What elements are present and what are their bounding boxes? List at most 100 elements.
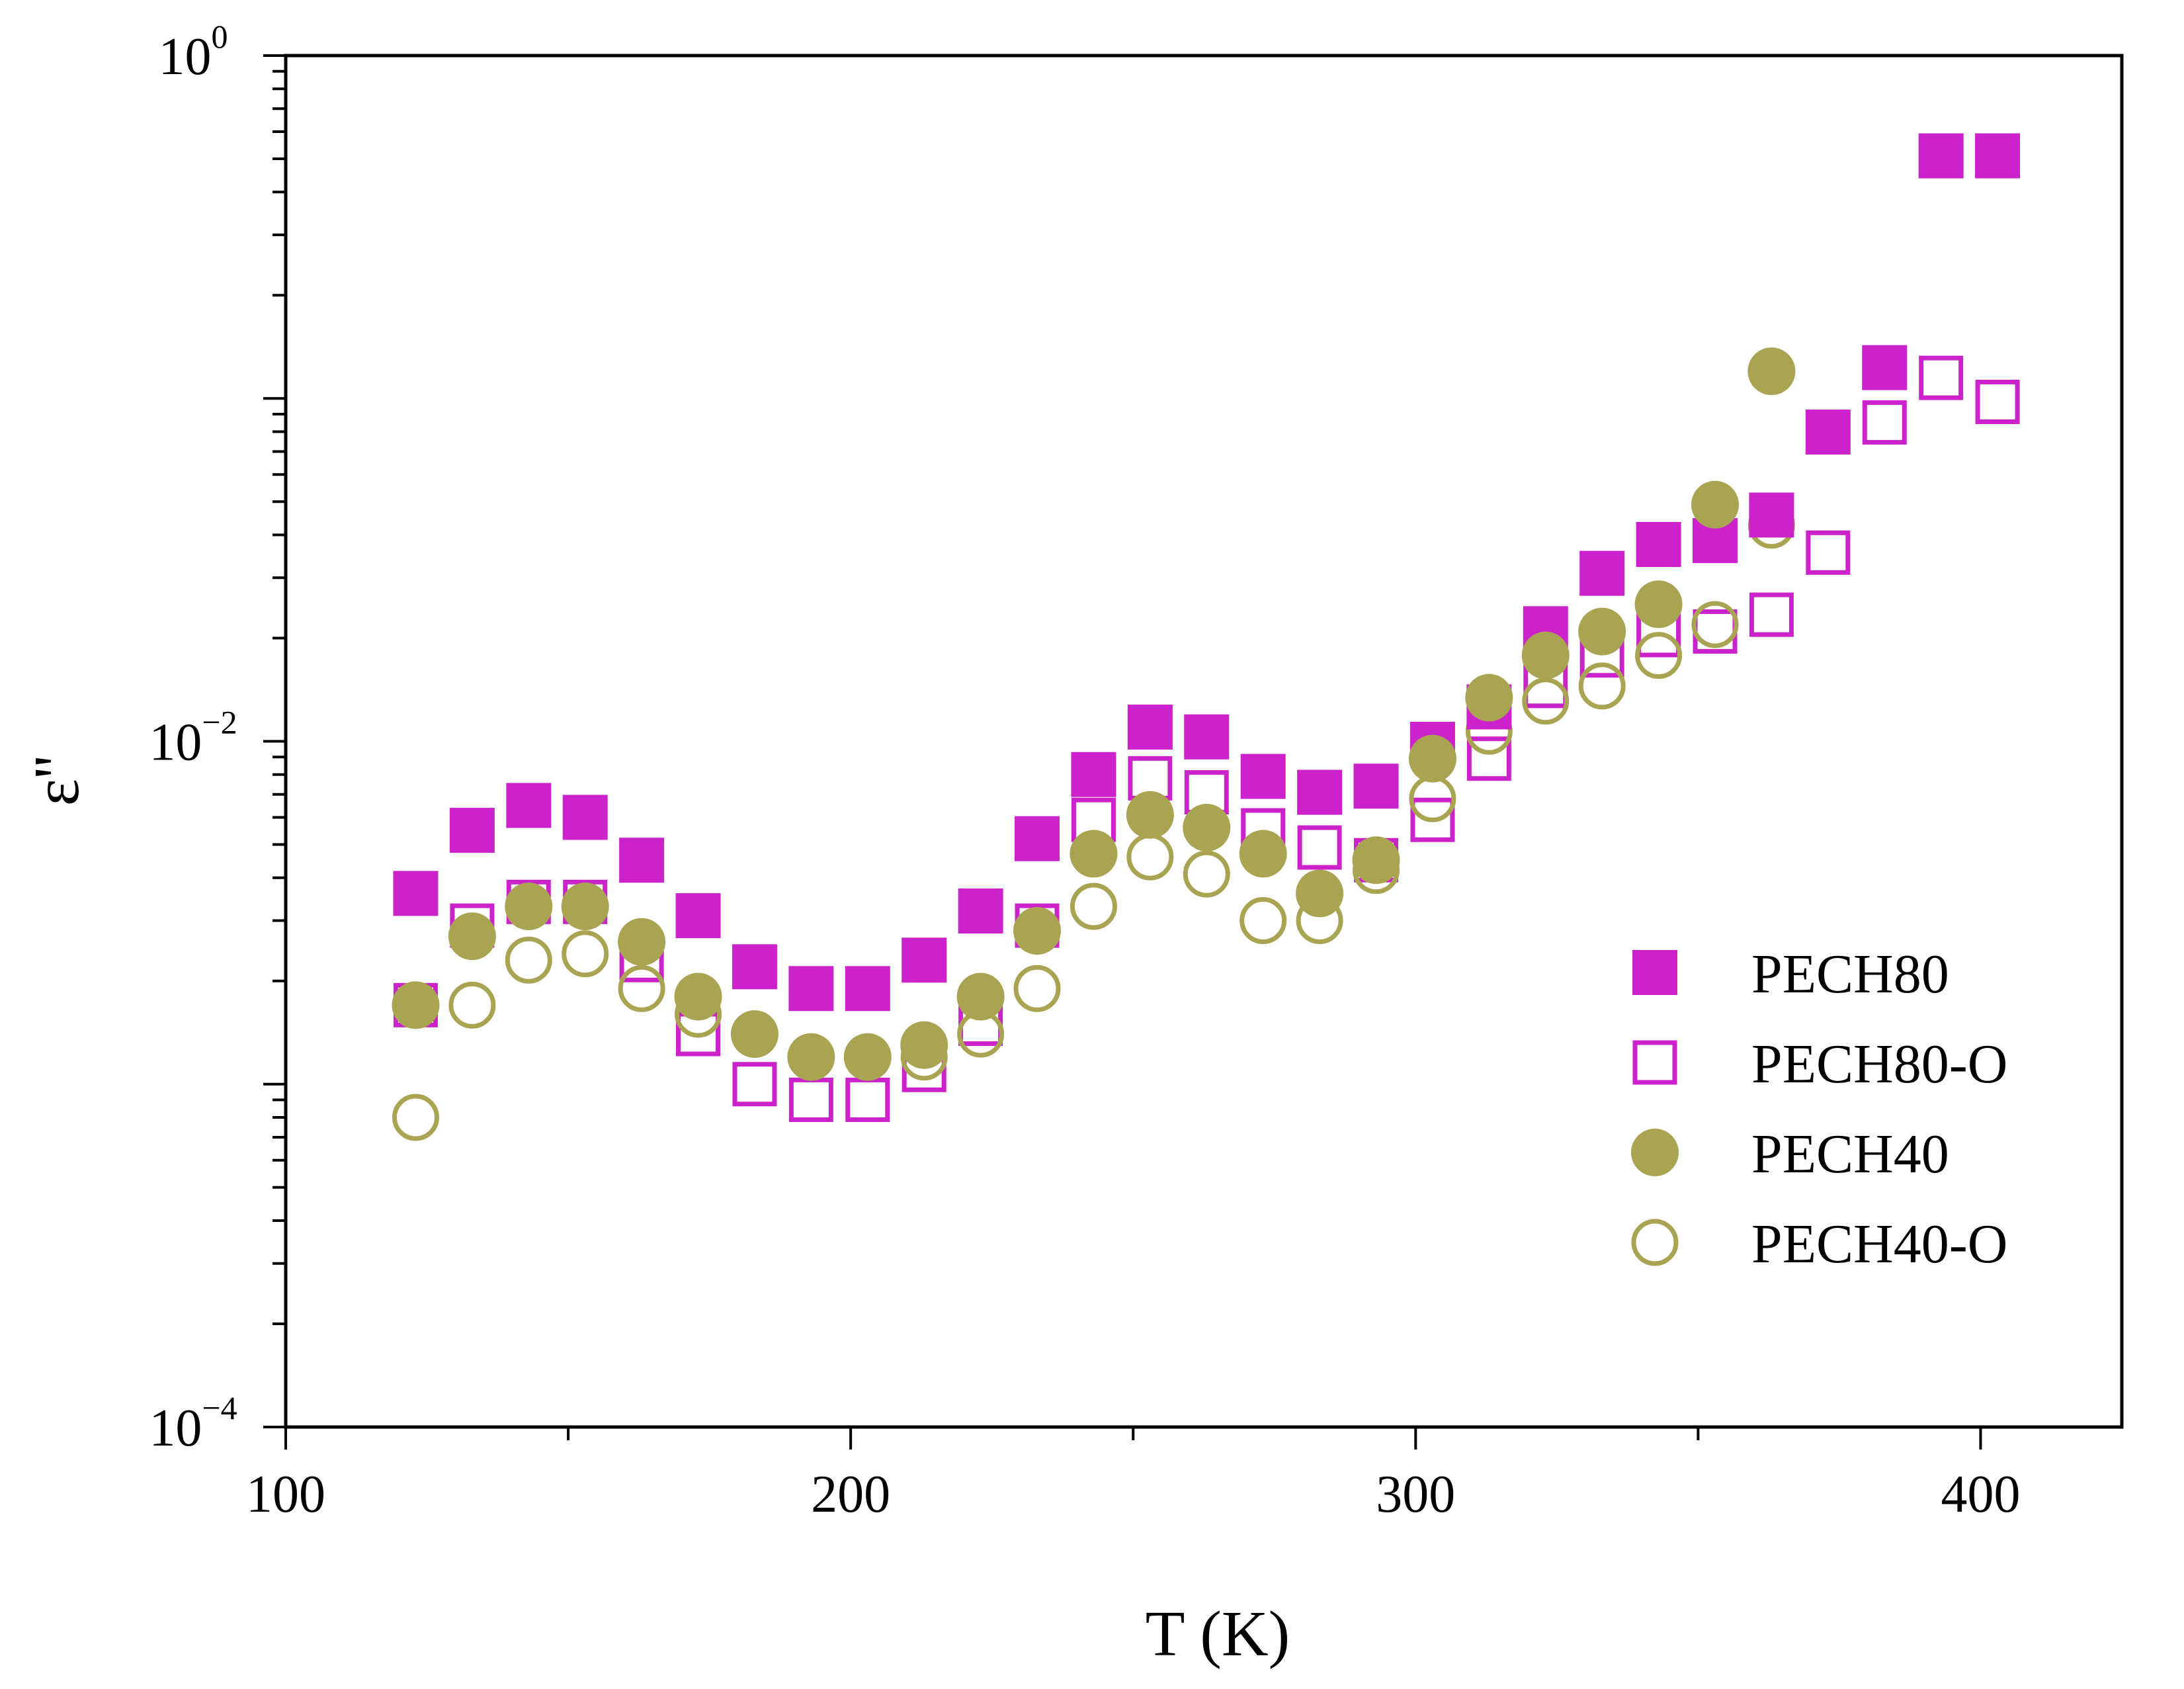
data-point bbox=[902, 937, 947, 983]
data-point bbox=[845, 966, 890, 1012]
data-point bbox=[1918, 133, 1964, 179]
data-point bbox=[392, 1094, 439, 1141]
data-point bbox=[1126, 833, 1174, 881]
data-point bbox=[1691, 601, 1739, 648]
data-point bbox=[1636, 522, 1681, 568]
data-point bbox=[448, 912, 496, 961]
data-point bbox=[1578, 607, 1626, 656]
data-point bbox=[1975, 133, 2021, 179]
y-axis-title: ε'' bbox=[21, 756, 93, 806]
data-point bbox=[1127, 705, 1173, 750]
x-tick-label: 300 bbox=[1376, 1465, 1455, 1524]
data-point bbox=[843, 1033, 892, 1081]
data-point bbox=[1747, 347, 1796, 396]
data-point bbox=[956, 973, 1005, 1021]
data-point bbox=[1013, 907, 1062, 955]
data-point bbox=[1353, 763, 1399, 809]
data-point bbox=[958, 888, 1003, 933]
data-point bbox=[1635, 632, 1683, 679]
data-point bbox=[619, 838, 665, 883]
data-point bbox=[1862, 400, 1907, 445]
data-point bbox=[1015, 816, 1060, 861]
data-point bbox=[1975, 379, 2020, 424]
data-point bbox=[618, 918, 666, 966]
legend-label: PECH80-O bbox=[1751, 1033, 2007, 1095]
data-point bbox=[1013, 965, 1061, 1012]
data-point bbox=[1521, 631, 1570, 679]
chart-marks bbox=[392, 133, 2021, 1141]
data-point bbox=[1239, 896, 1287, 944]
data-point bbox=[392, 981, 440, 1029]
legend-item: PECH40 bbox=[1631, 1123, 1949, 1185]
y-tick-label: 100 bbox=[159, 18, 228, 86]
series-pech40 bbox=[392, 347, 1796, 1081]
y-tick-label: 10−2 bbox=[149, 704, 237, 772]
data-point bbox=[449, 808, 495, 853]
data-point bbox=[506, 783, 552, 828]
data-point bbox=[787, 1033, 835, 1081]
data-point bbox=[1070, 830, 1118, 878]
data-point bbox=[845, 1077, 890, 1122]
x-tick-label: 400 bbox=[1941, 1465, 2020, 1524]
data-point bbox=[1183, 850, 1230, 898]
data-point bbox=[730, 1010, 778, 1059]
data-point bbox=[1352, 836, 1400, 885]
data-point bbox=[1239, 830, 1287, 878]
data-point bbox=[1806, 530, 1851, 575]
legend-label: PECH40 bbox=[1751, 1123, 1949, 1185]
data-point bbox=[562, 930, 609, 978]
data-point bbox=[788, 966, 834, 1012]
data-point bbox=[1634, 580, 1683, 628]
y-tick-label: 10−4 bbox=[149, 1389, 237, 1457]
data-point bbox=[732, 1062, 777, 1107]
data-point bbox=[1297, 825, 1342, 870]
legend-item: PECH40-O bbox=[1631, 1213, 2007, 1275]
data-point bbox=[1465, 673, 1513, 722]
data-point bbox=[1578, 662, 1626, 710]
data-point bbox=[1579, 550, 1625, 596]
legend-marker bbox=[1631, 1219, 1679, 1266]
data-point bbox=[1522, 677, 1570, 725]
data-point bbox=[674, 973, 722, 1021]
legend-label: PECH40-O bbox=[1751, 1213, 2007, 1275]
data-point bbox=[1240, 754, 1286, 799]
data-point bbox=[1297, 769, 1343, 815]
data-point bbox=[1691, 480, 1740, 529]
x-tick-label: 100 bbox=[246, 1465, 325, 1524]
data-point bbox=[448, 981, 496, 1029]
data-point bbox=[1183, 804, 1231, 852]
data-point bbox=[1919, 355, 1964, 400]
data-point bbox=[1071, 752, 1116, 797]
x-tick-label: 200 bbox=[811, 1465, 890, 1524]
legend-item: PECH80-O bbox=[1632, 1033, 2007, 1095]
data-point bbox=[505, 936, 552, 984]
data-point bbox=[505, 883, 553, 931]
data-point bbox=[618, 965, 665, 1012]
data-point bbox=[393, 871, 439, 916]
data-point bbox=[561, 883, 609, 931]
data-point bbox=[1408, 734, 1456, 783]
data-point bbox=[1749, 492, 1794, 538]
data-point bbox=[900, 1021, 948, 1069]
series-pech80 bbox=[393, 133, 2021, 1012]
data-point bbox=[1862, 345, 1908, 390]
legend-label: PECH80 bbox=[1751, 943, 1949, 1005]
legend-marker bbox=[1632, 1040, 1677, 1085]
data-point bbox=[562, 795, 608, 840]
data-point bbox=[1184, 714, 1230, 759]
data-point bbox=[1070, 883, 1117, 930]
data-point bbox=[1410, 797, 1455, 842]
axes: 100 200 300 400 100 10−2 10−4 bbox=[149, 18, 2124, 1524]
data-point bbox=[1805, 410, 1851, 455]
legend-marker bbox=[1632, 950, 1677, 995]
data-point bbox=[1296, 869, 1344, 918]
x-axis-title: T (K) bbox=[1146, 1598, 1290, 1670]
data-point bbox=[1126, 791, 1174, 839]
data-point bbox=[788, 1077, 833, 1122]
legend-marker bbox=[1631, 1129, 1679, 1176]
legend-item: PECH80 bbox=[1632, 943, 1949, 1005]
data-point bbox=[732, 944, 777, 990]
legend: PECH80 PECH80-O PECH40 PECH40-O bbox=[1631, 943, 2007, 1275]
data-point bbox=[1466, 736, 1511, 781]
